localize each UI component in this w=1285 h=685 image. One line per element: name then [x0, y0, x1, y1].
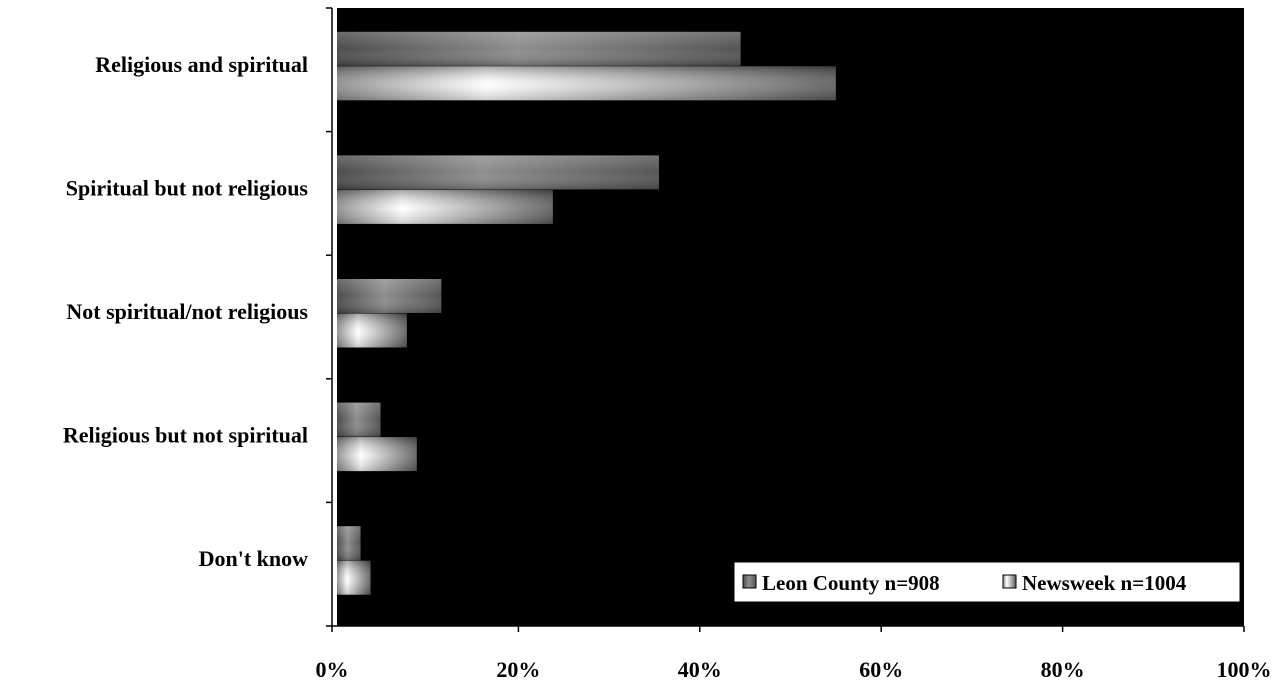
- bar-shade-leon-4: [337, 402, 381, 437]
- bar-shade-newsweek-2: [337, 189, 553, 224]
- x-ticks-group: 0% 20% 40% 60% 80% 100%: [316, 626, 1272, 682]
- bar-shade-newsweek-3: [337, 313, 407, 348]
- bar-shade-newsweek-5: [337, 560, 371, 595]
- x-tick-label-0: 0%: [316, 657, 349, 682]
- legend-label-leon: Leon County n=908: [762, 571, 940, 595]
- legend: Leon County n=908 Newsweek n=1004: [733, 561, 1241, 603]
- bars-group: [337, 31, 836, 595]
- bar-shade-leon-5: [337, 526, 361, 561]
- bar-shade-newsweek-1: [337, 66, 836, 101]
- legend-label-newsweek: Newsweek n=1004: [1022, 571, 1187, 595]
- x-tick-label-40: 40%: [678, 657, 722, 682]
- category-label-5: Don't know: [199, 546, 309, 571]
- y-ticks-group: [326, 7, 332, 627]
- plot-area: [337, 8, 1244, 626]
- legend-swatch-leon: [742, 574, 757, 589]
- category-label-3: Not spiritual/not religious: [66, 299, 308, 324]
- bar-shade-leon-3: [337, 279, 442, 313]
- x-tick-label-20: 20%: [496, 657, 540, 682]
- category-label-4: Religious but not spiritual: [63, 423, 308, 448]
- category-labels-group: Religious and spiritual Spiritual but not…: [63, 52, 309, 571]
- category-label-1: Religious and spiritual: [95, 52, 308, 77]
- bar-shade-leon-2: [337, 155, 659, 190]
- x-tick-label-80: 80%: [1041, 657, 1085, 682]
- bar-shade-leon-1: [337, 31, 741, 66]
- x-tick-label-60: 60%: [859, 657, 903, 682]
- bar-shade-newsweek-4: [337, 437, 417, 472]
- legend-box: [733, 561, 1241, 603]
- category-label-2: Spiritual but not religious: [66, 175, 309, 200]
- legend-swatch-newsweek: [1002, 574, 1017, 589]
- x-tick-label-100: 100%: [1217, 657, 1272, 682]
